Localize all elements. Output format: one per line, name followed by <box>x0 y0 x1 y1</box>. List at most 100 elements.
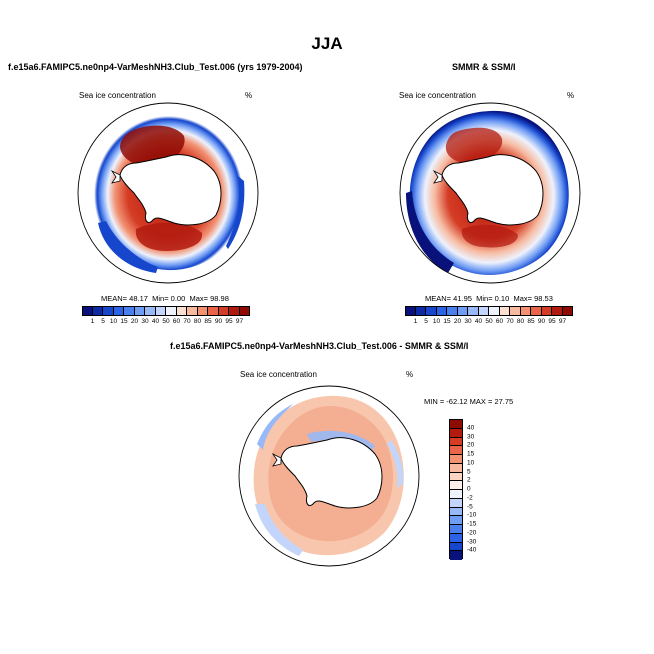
right-min-value: 0.10 <box>494 294 510 303</box>
colorbar-tick-label: -2 <box>467 494 473 502</box>
right-variable-label: Sea ice concentration <box>399 91 476 100</box>
colorbar-tick-label: 10 <box>109 318 118 325</box>
colorbar-tick-label: 60 <box>172 318 181 325</box>
colorbar-tick-label: 15 <box>467 450 475 458</box>
colorbar-swatch <box>450 428 462 438</box>
colorbar-swatch <box>155 306 166 316</box>
colorbar-swatch <box>450 525 462 534</box>
colorbar-tick-label: 90 <box>214 318 223 325</box>
colorbar-tick-label: 15 <box>120 318 128 325</box>
colorbar-swatch <box>499 306 510 316</box>
left-colorbar-ticks: 1 5 10 15 20 30 40 50 60 70 80 85 90 95 97 <box>82 318 250 328</box>
colorbar-swatch <box>450 481 462 490</box>
colorbar-swatch <box>450 498 462 508</box>
colorbar-swatch <box>450 533 462 543</box>
colorbar-swatch <box>134 306 145 316</box>
colorbar-tick-label: 95 <box>225 318 233 325</box>
right-mean-value: 41.95 <box>453 294 472 303</box>
colorbar-swatch <box>450 507 462 517</box>
colorbar-swatch <box>478 306 489 316</box>
colorbar-swatch <box>450 446 462 455</box>
left-min-value: 0.00 <box>170 294 186 303</box>
left-units-label: % <box>245 91 253 100</box>
colorbar-tick-label: 60 <box>495 318 504 325</box>
right-stats: MEAN= 41.95 Min= 0.10 Max= 98.53 <box>425 294 553 303</box>
colorbar-swatch <box>218 306 229 316</box>
colorbar-swatch <box>145 306 156 316</box>
colorbar-swatch <box>436 306 447 316</box>
colorbar-swatch <box>447 306 458 316</box>
diff-panel-title: f.e15a6.FAMIPC5.ne0np4-VarMeshNH3.Club_T… <box>170 341 469 351</box>
diff-colorbar <box>449 419 463 560</box>
left-colorbar <box>82 306 250 316</box>
colorbar-tick-label: -40 <box>467 546 477 554</box>
right-units-label: % <box>567 91 575 100</box>
colorbar-swatch <box>450 463 462 473</box>
diff-colorbar-ticks: 40 30 20 15 10 5 2 0 -2 -5 -10 -15 -20 -30 -40 <box>467 419 491 559</box>
colorbar-tick-label: 15 <box>443 318 451 325</box>
diff-polar-map <box>238 385 420 567</box>
colorbar-swatch <box>450 542 462 552</box>
right-max-value: 98.53 <box>534 294 553 303</box>
right-polar-map <box>399 102 581 284</box>
left-mean-label: MEAN= <box>101 294 128 303</box>
left-mean-value: 48.17 <box>129 294 148 303</box>
colorbar-tick-label: -15 <box>467 520 477 528</box>
colorbar-swatch <box>552 306 563 316</box>
right-mean-label: MEAN= <box>425 294 452 303</box>
colorbar-swatch <box>405 306 416 316</box>
colorbar-tick-label: 80 <box>193 318 202 325</box>
colorbar-tick-label: 40 <box>467 424 475 432</box>
colorbar-tick-label: 85 <box>527 318 535 325</box>
colorbar-swatch <box>92 306 103 316</box>
colorbar-swatch <box>82 306 93 316</box>
colorbar-swatch <box>450 551 462 560</box>
colorbar-tick-label: 30 <box>467 433 475 440</box>
colorbar-tick-label: 30 <box>141 318 149 325</box>
diff-variable-label: Sea ice concentration <box>240 370 317 379</box>
colorbar-tick-label: 30 <box>464 318 472 325</box>
colorbar-swatch <box>176 306 187 316</box>
colorbar-tick-label: -5 <box>467 503 473 510</box>
colorbar-tick-label: 20 <box>453 318 462 325</box>
colorbar-swatch <box>468 306 479 316</box>
colorbar-tick-label: 1 <box>90 318 95 325</box>
colorbar-tick-label: 0 <box>467 485 471 493</box>
colorbar-swatch <box>113 306 124 316</box>
colorbar-tick-label: 5 <box>467 468 471 475</box>
right-colorbar-ticks: 1 5 10 15 20 30 40 50 60 70 80 85 90 95 97 <box>405 318 573 328</box>
colorbar-tick-label: -10 <box>467 511 477 519</box>
colorbar-swatch <box>489 306 500 316</box>
colorbar-swatch <box>208 306 219 316</box>
colorbar-tick-label: 97 <box>558 318 567 325</box>
left-variable-label: Sea ice concentration <box>79 91 156 100</box>
colorbar-tick-label: -30 <box>467 538 477 545</box>
colorbar-tick-label: 95 <box>548 318 556 325</box>
colorbar-swatch <box>415 306 426 316</box>
colorbar-tick-label: 5 <box>101 318 105 325</box>
colorbar-swatch <box>124 306 135 316</box>
right-max-label: Max= <box>513 294 533 303</box>
colorbar-tick-label: 40 <box>151 318 160 325</box>
left-polar-map <box>77 102 259 284</box>
colorbar-swatch <box>520 306 531 316</box>
colorbar-swatch <box>239 306 250 316</box>
left-panel-title: f.e15a6.FAMIPC5.ne0np4-VarMeshNH3.Club_T… <box>8 62 303 72</box>
left-max-value: 98.98 <box>210 294 229 303</box>
colorbar-swatch <box>450 455 462 464</box>
colorbar-swatch <box>197 306 208 316</box>
colorbar-tick-label: 70 <box>183 318 191 325</box>
right-panel-title: SMMR & SSM/I <box>452 62 516 72</box>
colorbar-tick-label: 5 <box>424 318 428 325</box>
left-max-label: Max= <box>189 294 209 303</box>
colorbar-swatch <box>103 306 114 316</box>
colorbar-tick-label: 85 <box>204 318 212 325</box>
colorbar-tick-label: 90 <box>537 318 546 325</box>
colorbar-tick-label: 50 <box>485 318 493 325</box>
colorbar-tick-label: 80 <box>516 318 525 325</box>
colorbar-swatch <box>450 516 462 525</box>
right-colorbar <box>405 306 573 316</box>
colorbar-swatch <box>187 306 198 316</box>
diff-minmax: MIN = -62.12 MAX = 27.75 <box>424 397 514 406</box>
colorbar-tick-label: 10 <box>467 459 475 467</box>
